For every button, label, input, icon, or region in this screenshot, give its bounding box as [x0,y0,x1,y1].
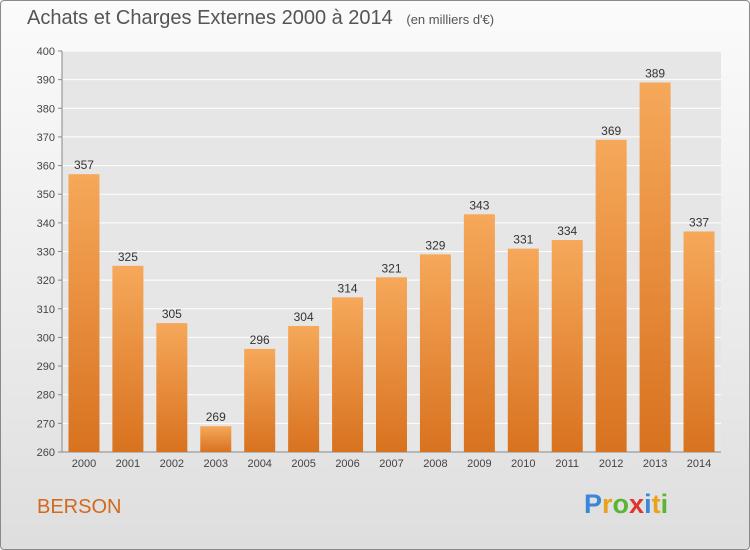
bar-value-label: 337 [689,215,709,229]
bar-value-label: 296 [250,333,270,347]
x-tick-label: 2000 [72,458,96,470]
bar [332,297,364,452]
bar-value-label: 304 [294,310,314,324]
y-tick-label: 260 [37,447,55,459]
bar [156,323,188,452]
y-tick-label: 380 [37,103,55,115]
y-tick-label: 370 [37,132,55,144]
bar [288,325,320,452]
logo-letter: i [660,489,669,519]
x-tick-label: 2009 [467,458,491,470]
bar [419,254,451,452]
y-tick-label: 300 [37,332,55,344]
y-tick-label: 340 [37,218,55,230]
bar-value-label: 343 [469,198,489,212]
x-tick-label: 2005 [291,458,315,470]
x-tick-label: 2011 [555,458,579,470]
bar-value-label: 321 [381,261,401,275]
y-tick-label: 320 [37,275,55,287]
bar [683,231,715,452]
bar [551,240,583,452]
bar-value-label: 314 [338,281,358,295]
bar-value-label: 369 [601,124,621,138]
x-tick-label: 2002 [160,458,184,470]
x-tick-label: 2001 [116,458,140,470]
x-tick-label: 2010 [511,458,535,470]
x-tick-label: 2014 [687,458,711,470]
y-tick-label: 400 [37,46,55,58]
bar [463,214,495,452]
bar [244,348,276,452]
bar [200,426,232,452]
y-tick-label: 350 [37,189,55,201]
bar [639,82,671,452]
bar-value-label: 325 [118,250,138,264]
bar-value-label: 269 [206,410,226,424]
bar [68,174,100,452]
logo-letter: P [584,489,603,519]
bar-value-label: 305 [162,307,182,321]
place-name: BERSON [37,496,122,518]
y-tick-label: 360 [37,161,55,173]
chart-title: Achats et Charges Externes 2000 à 2014 [27,7,393,29]
x-tick-label: 2003 [204,458,228,470]
bar [595,139,627,453]
bar-value-label: 389 [645,67,665,81]
logo-letter: i [644,489,652,519]
y-tick-label: 310 [37,304,55,316]
y-tick-label: 280 [37,390,55,402]
bar [376,277,407,452]
chart-title-block: Achats et Charges Externes 2000 à 2014 (… [27,7,494,30]
x-tick-label: 2008 [423,458,447,470]
bar-value-label: 329 [425,238,445,252]
x-tick-label: 2006 [335,458,359,470]
bar [112,265,144,452]
bar-value-label: 357 [74,158,94,172]
x-tick-label: 2007 [379,458,403,470]
x-tick-label: 2004 [247,458,271,470]
logo-letter: x [629,489,645,519]
y-tick-label: 330 [37,247,55,259]
logo-letter: t [651,489,661,519]
y-tick-label: 290 [37,361,55,373]
x-tick-label: 2013 [643,458,667,470]
x-tick-label: 2012 [599,458,623,470]
chart-subtitle: (en milliers d'€) [406,12,495,27]
y-tick-label: 390 [37,75,55,87]
bar [507,248,539,452]
logo-letter: r [602,489,613,519]
y-tick-label: 270 [37,418,55,430]
logo-letter: o [612,489,630,519]
proxiti-logo: Proxiti [584,489,668,520]
bar-value-label: 331 [513,233,533,247]
bar-value-label: 334 [557,224,577,238]
